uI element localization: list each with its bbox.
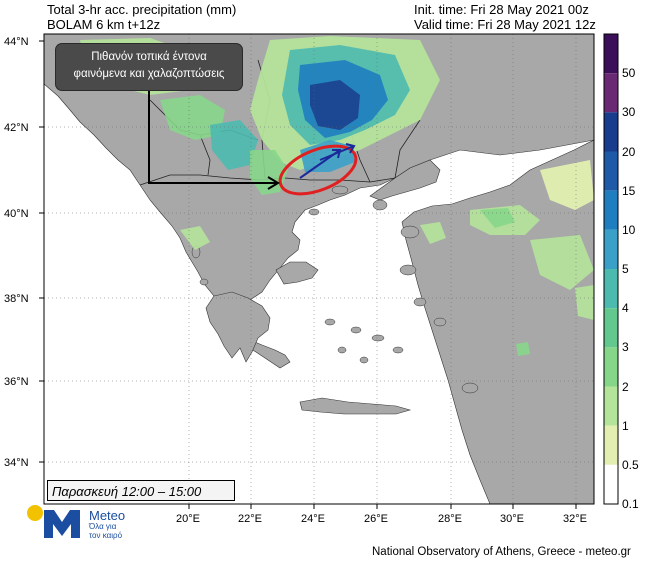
peloponnese-land [205,291,271,363]
lon-label-22: 22°E [238,513,262,525]
colorbar-frame [603,33,619,505]
storm-arrows [299,143,356,179]
callout-leader [148,90,280,190]
colorbar-swatch [604,386,618,426]
day-time-box: Παρασκευή 12:00 – 15:00 [47,480,235,501]
colorbar-label: 5 [622,262,629,276]
lat-label-34: 34°N [4,457,29,469]
logo-tagline2: τον καιρό [89,531,123,540]
callout-line2: φαινόμενα και χαλαζοπτώσεις [73,68,225,80]
colorbar-label: 4 [622,301,629,316]
colorbar-swatch [604,151,618,191]
lon-label-20: 20°E [176,513,200,525]
colorbar-label: 2 [622,379,629,394]
map-frame [43,33,595,505]
lon-label-26: 26°E [364,513,388,525]
colorbar-swatch [604,425,618,465]
footer-credit: National Observatory of Athens, Greece -… [372,546,631,558]
aegean-islands [191,185,479,394]
lat-label-40: 40°N [4,208,29,220]
highlight-ellipse [278,144,358,196]
colorbar-label: 1 [622,418,629,433]
lat-label-36: 36°N [4,376,29,388]
colorbar-swatch [604,269,618,309]
lon-label-32: 32°E [563,513,587,525]
lon-label-28: 28°E [438,513,462,525]
colorbar-label: 0.1 [622,497,639,511]
colorbar-swatch [604,112,618,152]
logo-tagline1: Όλα για [89,522,117,531]
thrace-land [369,159,441,201]
colorbar-label: 20 [622,144,636,159]
colorbar-swatch [604,464,618,504]
colorbar [603,33,619,505]
colorbar-label: 10 [622,222,636,237]
callout-line1: Πιθανόν τοπικά έντονα [91,51,207,63]
axis-ticks [39,40,577,509]
anatolia-land [401,139,594,504]
colorbar-label: 15 [622,183,636,198]
colorbar-swatch [604,308,618,348]
colorbar-swatch [604,190,618,230]
meteo-logo-icon [27,505,80,538]
title-line2: BOLAM 6 km t+12z [47,17,161,32]
colorbar-swatch [604,229,618,269]
colorbar-swatch [604,347,618,387]
colorbar-label: 50 [622,66,636,81]
valid-time: Valid time: Fri 28 May 2021 12z [414,17,596,32]
colorbar-swatch [604,34,618,74]
callout-box: Πιθανόν τοπικά έντονα φαινόμενα και χαλα… [56,44,242,90]
lon-label-30: 30°E [500,513,524,525]
evia-land [275,261,319,285]
lon-label-24: 24°E [301,513,325,525]
colorbar-swatch [604,73,618,113]
title-line1: Total 3-hr acc. precipitation (mm) [47,2,237,17]
colorbar-label: 0.5 [622,457,639,472]
lat-label-38: 38°N [4,293,29,305]
colorbar-label: 3 [622,340,629,355]
lat-label-44: 44°N [4,36,29,48]
colorbar-label: 30 [622,105,636,120]
crete-land [299,397,412,415]
lat-label-42: 42°N [4,122,29,134]
init-time: Init. time: Fri 28 May 2021 00z [414,2,589,17]
logo-name: Meteo [89,508,126,523]
